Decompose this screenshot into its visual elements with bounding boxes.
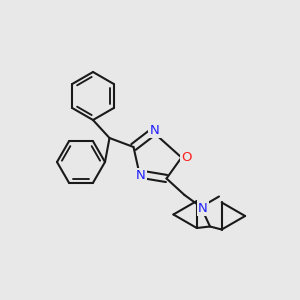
- Text: N: N: [136, 169, 146, 182]
- Text: O: O: [182, 151, 192, 164]
- Text: N: N: [150, 124, 159, 137]
- Text: N: N: [198, 202, 208, 215]
